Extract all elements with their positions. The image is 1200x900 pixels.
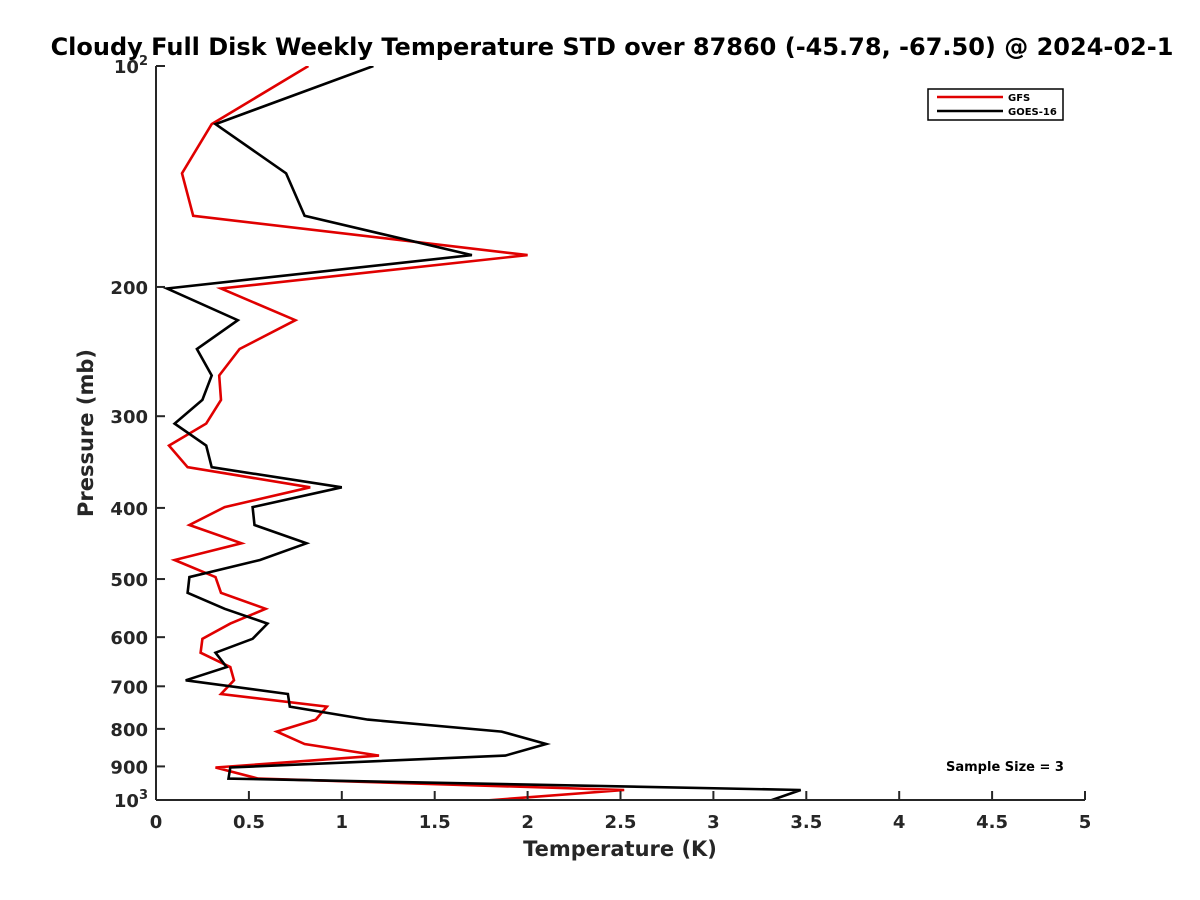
legend-box — [927, 88, 1064, 121]
series-line-goes-16 — [162, 66, 802, 800]
y-tick-label: 400 — [110, 499, 148, 520]
y-tick-label: 500 — [110, 570, 148, 591]
y-axis-label: Pressure (mb) — [74, 349, 98, 517]
chart-title: Cloudy Full Disk Weekly Temperature STD … — [51, 33, 1174, 61]
x-tick-label: 2 — [521, 812, 534, 833]
x-tick-label: 4.5 — [976, 812, 1008, 833]
x-axis-label: Temperature (K) — [523, 837, 717, 861]
y-tick-label: 600 — [110, 628, 148, 649]
plot-lines — [162, 66, 802, 800]
x-tick-label: 3 — [707, 812, 720, 833]
legend-label-goes-16: GOES-16 — [1008, 107, 1057, 118]
y-tick-label: 103 — [114, 788, 148, 812]
y-tick-label: 200 — [110, 278, 148, 299]
x-tick-label: 0.5 — [233, 812, 265, 833]
y-tick-label: 800 — [110, 720, 148, 741]
x-tick-label: 4 — [893, 812, 906, 833]
x-tick-label: 3.5 — [790, 812, 822, 833]
x-tick-label: 0 — [150, 812, 163, 833]
y-tick-label: 300 — [110, 407, 148, 428]
y-tick-label: 900 — [110, 757, 148, 778]
legend-label-gfs: GFS — [1008, 93, 1030, 104]
x-tick-label: 1.5 — [419, 812, 451, 833]
legend: GFS GOES-16 — [927, 88, 1064, 121]
y-tick-label: 102 — [114, 54, 148, 78]
axes: 0 0.5 1 1.5 2 2.5 3 3.5 4 4.5 5 102 200 300 400 500 600 7… — [110, 54, 1091, 833]
x-tick-label: 5 — [1079, 812, 1092, 833]
x-tick-label: 2.5 — [605, 812, 637, 833]
y-tick-label: 700 — [110, 677, 148, 698]
series-line-gfs — [167, 66, 625, 800]
sample-size-annotation: Sample Size = 3 — [946, 760, 1064, 775]
x-tick-label: 1 — [336, 812, 349, 833]
